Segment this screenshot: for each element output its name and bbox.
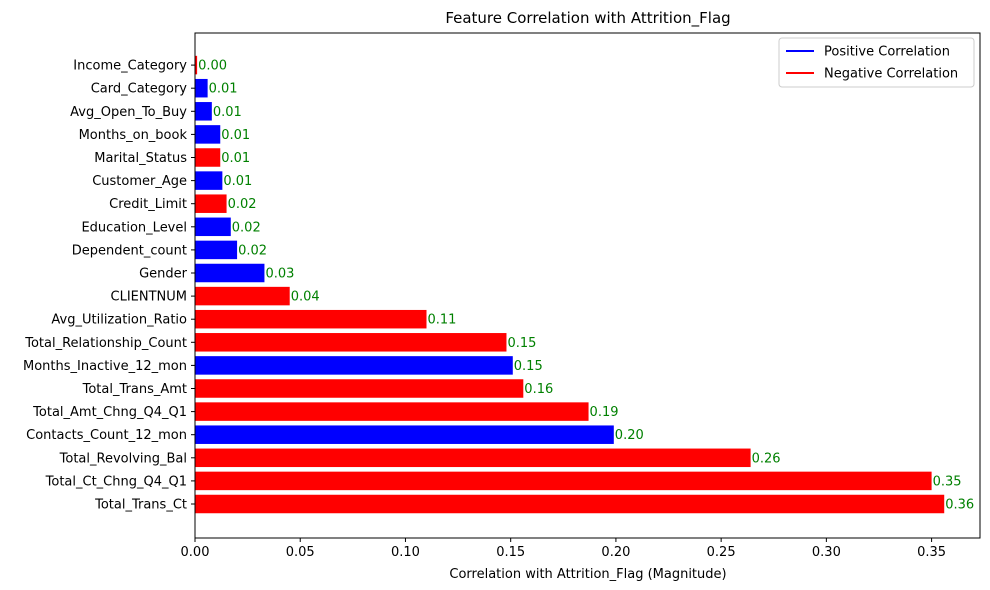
y-tick-label: Total_Amt_Chng_Q4_Q1 [32,405,187,420]
y-tick-label: Avg_Utilization_Ratio [51,313,187,328]
x-tick-label: 0.00 [181,545,210,560]
bar-gender [195,263,265,283]
bar-income-category [195,55,198,75]
data-label: 0.11 [428,313,457,328]
bar-contacts-count-12-mon [195,425,614,444]
y-tick-label: Dependent_count [72,243,187,258]
x-tick-label: 0.20 [601,545,630,560]
data-label: 0.01 [213,105,242,120]
data-label: 0.15 [514,359,543,374]
y-tick-label: Gender [139,267,188,282]
data-label: 0.19 [590,405,619,420]
bar-education-level [195,217,231,237]
data-label: 0.02 [232,220,261,235]
x-tick-label: 0.25 [707,545,736,560]
chart-title: Feature Correlation with Attrition_Flag [445,9,730,28]
y-tick-label: Contacts_Count_12_mon [26,428,187,443]
data-label: 0.03 [265,267,294,282]
x-tick-label: 0.10 [391,545,420,560]
data-label: 0.26 [752,451,781,466]
x-tick-label: 0.15 [496,545,525,560]
data-label: 0.20 [615,428,644,443]
data-label: 0.01 [221,128,250,143]
bar-months-inactive-12-mon [195,356,513,375]
data-label: 0.36 [945,498,974,513]
data-label: 0.01 [209,82,238,97]
y-tick-label: Total_Trans_Ct [94,498,187,513]
data-label: 0.04 [291,290,320,305]
bar-avg-open-to-buy [195,102,212,121]
y-tick-label: Card_Category [91,82,188,97]
legend-positive-label: Positive Correlation [824,45,950,60]
bar-clientnum [195,286,290,306]
x-tick-label: 0.05 [286,545,315,560]
data-label: 0.02 [238,243,267,258]
y-tick-label: Total_Trans_Amt [82,382,187,397]
plot-frame [194,32,981,539]
y-tick-label: Marital_Status [94,151,187,166]
bar-marital-status [195,148,221,167]
data-labels: 0.36 0.35 0.26 0.20 0.19 0.16 0.15 0.15 0.11 0.04… [198,59,974,513]
bar-customer-age [195,171,223,190]
y-tick-label: Total_Relationship_Count [24,336,187,351]
bar-credit-limit [195,194,227,213]
data-label: 0.01 [223,174,252,189]
bar-total-ct-chng-q4-q1 [195,471,932,491]
y-tick-label: Months_Inactive_12_mon [23,359,187,374]
data-label: 0.02 [228,197,257,212]
bar-total-amt-chng-q4-q1 [195,402,589,421]
bars-layer [195,55,945,514]
bar-total-revolving-bal [195,448,751,468]
y-tick-label: Total_Revolving_Bal [59,451,187,466]
data-label: 0.00 [198,59,227,74]
x-axis-ticks: 0.00 0.05 0.10 0.15 0.20 0.25 0.30 0.35 [181,538,946,560]
legend: Positive Correlation Negative Correlatio… [778,37,975,88]
y-tick-label: Total_Ct_Chng_Q4_Q1 [45,474,187,489]
y-tick-label: Customer_Age [92,174,187,189]
data-label: 0.16 [524,382,553,397]
y-tick-label: Credit_Limit [109,197,187,212]
bar-total-trans-amt [195,379,524,398]
x-tick-label: 0.35 [917,545,946,560]
y-tick-label: CLIENTNUM [111,290,188,305]
bar-avg-utilization-ratio [195,309,427,329]
data-label: 0.35 [933,474,962,489]
legend-box [778,37,975,88]
bar-months-on-book [195,125,221,144]
legend-negative-label: Negative Correlation [824,67,958,82]
x-axis-label: Correlation with Attrition_Flag (Magnitu… [449,567,726,582]
x-tick-label: 0.30 [812,545,841,560]
y-axis-ticks: Total_Trans_Ct Total_Ct_Chng_Q4_Q1 Total_R… [23,59,195,513]
y-tick-label: Income_Category [73,59,187,74]
bar-total-relationship-count [195,333,507,352]
data-label: 0.01 [221,151,250,166]
bar-card-category [195,78,208,98]
data-label: 0.15 [507,336,536,351]
y-tick-label: Months_on_book [79,128,188,143]
y-tick-label: Avg_Open_To_Buy [70,105,187,120]
y-tick-label: Education_Level [81,220,187,235]
bar-dependent-count [195,240,238,260]
bar-total-trans-ct [195,494,945,514]
